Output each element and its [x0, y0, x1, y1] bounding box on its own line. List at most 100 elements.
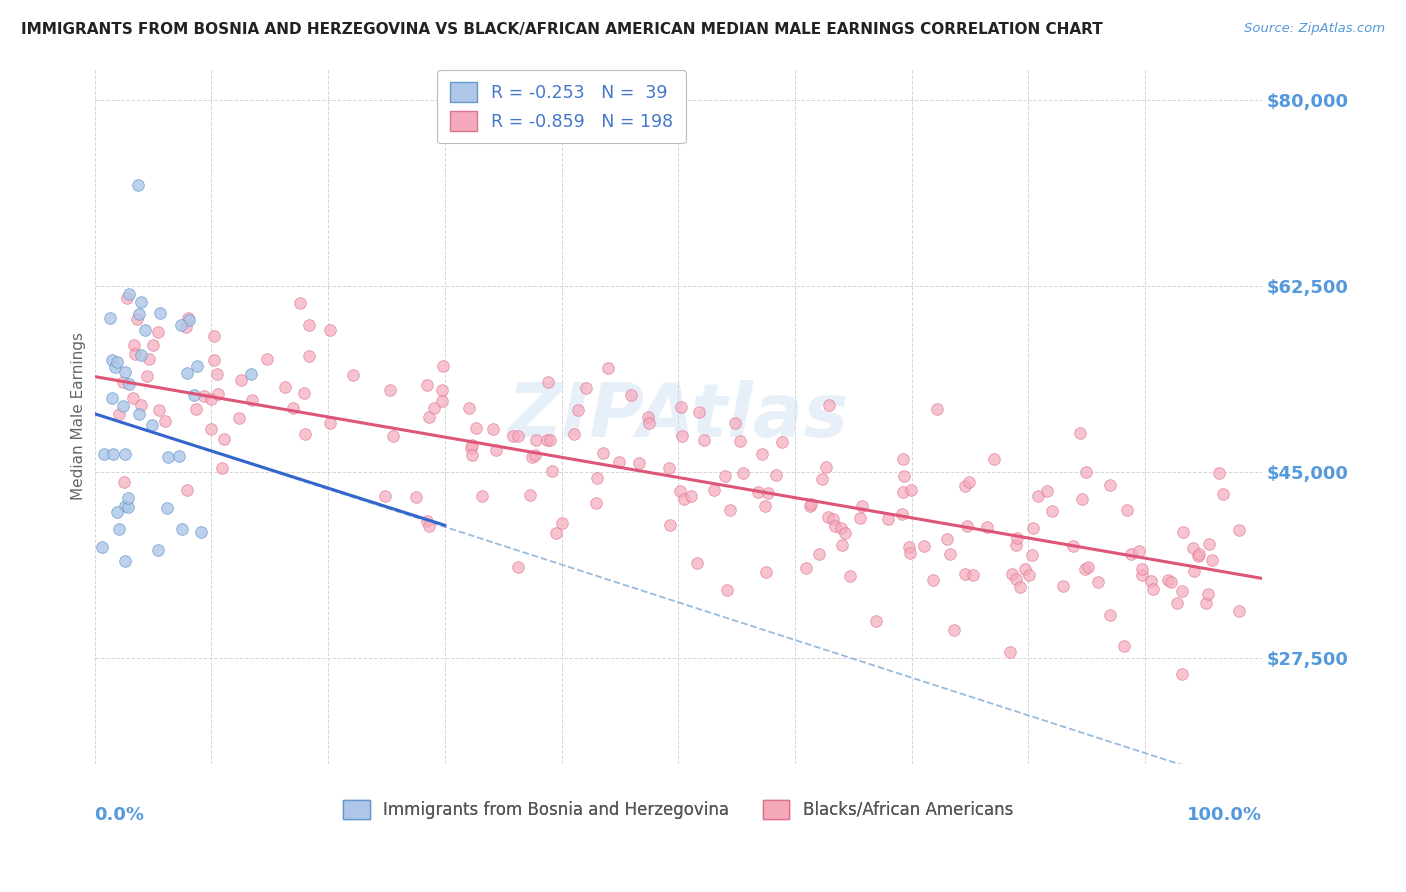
Point: [176, 366, 198, 380]
Point: [1001, 566, 1024, 581]
Point: [231, 373, 253, 387]
Point: [418, 518, 440, 533]
Point: [482, 422, 505, 436]
Text: IMMIGRANTS FROM BOSNIA AND HERZEGOVINA VS BLACK/AFRICAN AMERICAN MEDIAN MALE EAR: IMMIGRANTS FROM BOSNIA AND HERZEGOVINA V…: [21, 22, 1102, 37]
Point: [1229, 604, 1251, 618]
Point: [671, 429, 693, 443]
Point: [240, 367, 263, 381]
Text: 100.0%: 100.0%: [1187, 806, 1263, 824]
Point: [1201, 553, 1223, 567]
Point: [1227, 523, 1250, 537]
Point: [177, 312, 200, 326]
Point: [942, 623, 965, 637]
Point: [405, 490, 427, 504]
Point: [794, 561, 817, 575]
Point: [202, 353, 225, 368]
Point: [298, 349, 321, 363]
Point: [716, 582, 738, 597]
Point: [754, 499, 776, 513]
Point: [281, 401, 304, 416]
Point: [575, 381, 598, 395]
Point: [114, 554, 136, 568]
Point: [415, 377, 437, 392]
Point: [288, 296, 311, 310]
Point: [294, 426, 316, 441]
Point: [461, 449, 484, 463]
Point: [155, 501, 177, 516]
Point: [342, 368, 364, 382]
Point: [540, 463, 562, 477]
Point: [149, 306, 172, 320]
Point: [637, 410, 659, 425]
Point: [502, 429, 524, 443]
Point: [155, 413, 177, 427]
Point: [799, 499, 821, 513]
Point: [1069, 426, 1091, 441]
Point: [1071, 491, 1094, 506]
Point: [849, 511, 872, 525]
Point: [1171, 583, 1194, 598]
Point: [551, 516, 574, 530]
Point: [723, 417, 745, 431]
Point: [186, 359, 208, 373]
Point: [1004, 572, 1026, 586]
Point: [730, 434, 752, 449]
Point: [101, 353, 124, 368]
Point: [107, 505, 129, 519]
Point: [1188, 547, 1211, 561]
Point: [114, 447, 136, 461]
Point: [537, 376, 560, 390]
Point: [658, 461, 681, 475]
Point: [1160, 575, 1182, 590]
Point: [1005, 538, 1028, 552]
Point: [1022, 521, 1045, 535]
Point: [184, 401, 207, 416]
Point: [939, 548, 962, 562]
Point: [592, 446, 614, 460]
Point: [619, 388, 641, 402]
Point: [485, 443, 508, 458]
Point: [1026, 489, 1049, 503]
Point: [658, 517, 681, 532]
Point: [176, 310, 198, 325]
Point: [936, 532, 959, 546]
Point: [818, 398, 841, 412]
Point: [1036, 483, 1059, 498]
Point: [544, 525, 567, 540]
Point: [671, 400, 693, 414]
Point: [131, 348, 153, 362]
Point: [240, 393, 263, 408]
Point: [207, 386, 229, 401]
Point: [136, 368, 159, 383]
Point: [811, 472, 834, 486]
Point: [1182, 564, 1205, 578]
Point: [423, 401, 446, 415]
Point: [141, 418, 163, 433]
Point: [114, 500, 136, 514]
Point: [524, 434, 547, 448]
Point: [562, 426, 585, 441]
Point: [430, 383, 453, 397]
Point: [733, 466, 755, 480]
Point: [378, 383, 401, 397]
Point: [98, 311, 121, 326]
Point: [183, 388, 205, 402]
Point: [319, 416, 342, 430]
Point: [891, 507, 914, 521]
Point: [142, 338, 165, 352]
Point: [464, 421, 486, 435]
Point: [138, 352, 160, 367]
Point: [432, 359, 454, 374]
Point: [891, 451, 914, 466]
Point: [416, 514, 439, 528]
Point: [598, 360, 620, 375]
Point: [193, 389, 215, 403]
Point: [1074, 466, 1097, 480]
Point: [111, 375, 134, 389]
Point: [669, 483, 692, 498]
Point: [814, 460, 837, 475]
Point: [156, 450, 179, 464]
Point: [1008, 580, 1031, 594]
Point: [891, 484, 914, 499]
Point: [1130, 562, 1153, 576]
